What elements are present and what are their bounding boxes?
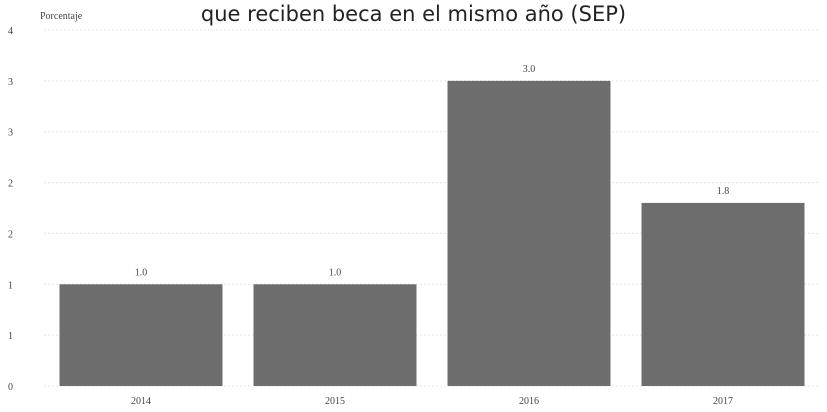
x-tick-label: 2015 xyxy=(325,396,345,407)
bar xyxy=(641,202,805,386)
bar xyxy=(447,80,611,386)
y-tick-label: 3 xyxy=(8,77,13,88)
y-tick-label: 1 xyxy=(8,280,13,291)
chart-title: que reciben beca en el mismo año (SEP) xyxy=(200,2,627,26)
y-axis-label: Porcentaje xyxy=(40,11,83,22)
bar xyxy=(253,284,417,386)
y-tick-label: 2 xyxy=(8,229,13,240)
data-label: 1.0 xyxy=(135,267,148,278)
data-label: 1.8 xyxy=(717,186,730,197)
data-label: 1.0 xyxy=(329,267,342,278)
y-tick-label: 0 xyxy=(8,382,13,393)
y-tick-label: 1 xyxy=(8,331,13,342)
y-tick-label: 2 xyxy=(8,179,13,190)
x-tick-label: 2016 xyxy=(519,396,539,407)
bar xyxy=(59,284,223,386)
x-tick-label: 2017 xyxy=(713,396,733,407)
y-tick-label: 4 xyxy=(8,26,13,37)
y-tick-label: 3 xyxy=(8,128,13,139)
data-label: 3.0 xyxy=(523,64,536,75)
x-tick-label: 2014 xyxy=(131,396,151,407)
